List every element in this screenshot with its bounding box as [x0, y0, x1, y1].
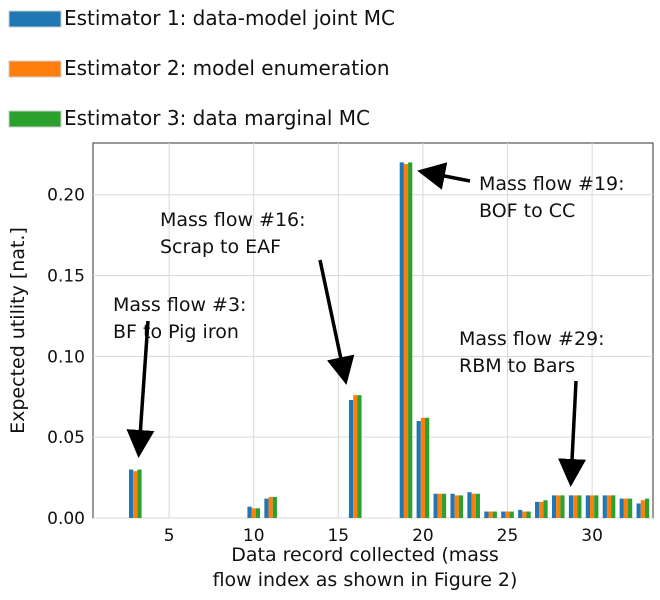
bar-series-2	[471, 493, 476, 518]
bar-series-1	[433, 493, 438, 518]
x-tick-label: 5	[164, 526, 175, 546]
legend-swatch-2	[8, 60, 62, 78]
bar-series-1	[551, 495, 557, 518]
y-tick-label: 0.15	[47, 267, 85, 287]
y-axis-ticks: 0.00 0.05 0.10 0.15 0.20	[47, 186, 85, 529]
y-tick-label: 0.20	[47, 186, 85, 206]
x-axis-ticks: 5 10 15 20 25 30	[164, 526, 603, 546]
bar-series-1	[128, 469, 134, 518]
legend-label-2: Estimator 2: model enumeration	[64, 56, 390, 80]
bar-series-1	[247, 506, 252, 518]
bar-series-1	[518, 509, 523, 518]
bar-series-3	[492, 511, 497, 518]
bar-series-3	[425, 417, 430, 518]
bar-series-2	[420, 417, 426, 518]
annotation-text-4: Mass flow #29: RBM to Bars	[459, 328, 605, 377]
x-tick-label: 30	[581, 526, 603, 546]
bar-series-1	[602, 495, 607, 518]
legend-label-3: Estimator 3: data marginal MC	[64, 106, 370, 130]
bar-series-3	[543, 500, 548, 518]
bar-series-3	[441, 493, 447, 518]
annotation-arrow-2	[318, 259, 355, 385]
bar-series-2	[454, 495, 459, 518]
bar-series-3	[526, 511, 531, 518]
legend: Estimator 1: data-model joint MC Estimato…	[8, 6, 395, 130]
bar-series-2	[623, 498, 629, 518]
x-tick-label: 25	[497, 526, 519, 546]
bar-series-3	[594, 495, 599, 518]
bar-series-1	[636, 503, 641, 518]
bar-series-3	[272, 496, 277, 518]
y-tick-label: 0.10	[47, 347, 85, 367]
bar-series-3	[577, 495, 582, 518]
bar-series-2	[606, 495, 612, 518]
bar-series-1	[467, 492, 472, 518]
bar-series-3	[560, 495, 565, 518]
bar-series-1	[501, 511, 506, 518]
bar-series-3	[137, 469, 142, 518]
bar-series-1	[535, 501, 540, 518]
legend-label-1: Estimator 1: data-model joint MC	[64, 6, 395, 30]
x-tick-label: 15	[327, 526, 349, 546]
bar-series-2	[640, 500, 645, 518]
bar-series-3	[357, 395, 362, 518]
bar-series-1	[416, 421, 421, 518]
bar-series-2	[505, 511, 510, 518]
bar-series-1	[619, 498, 624, 518]
bar-series-3	[628, 498, 633, 518]
bar-series-1	[484, 511, 489, 518]
bar-series-2	[539, 501, 544, 518]
y-tick-label: 0.05	[47, 428, 85, 448]
bar-series-3	[475, 493, 480, 518]
x-axis-label: Data record collected (mass flow index as…	[213, 544, 518, 591]
bar-series-2	[353, 395, 358, 518]
bar-series-1	[450, 493, 455, 518]
legend-swatch-3	[8, 110, 62, 128]
bar-series-1	[348, 400, 354, 518]
bar-series-2	[573, 495, 578, 518]
bars	[128, 162, 650, 518]
y-tick-label: 0.00	[47, 509, 85, 529]
bar-series-2	[133, 471, 138, 518]
bar-series-1	[264, 498, 269, 518]
bar-series-1	[399, 162, 404, 518]
bar-series-3	[458, 495, 464, 518]
annotation-text-3: Mass flow #19: BOF to CC	[479, 173, 625, 222]
annotations: Mass flow #3: BF to Pig iron Mass flow #16…	[113, 162, 625, 487]
legend-swatch-1	[8, 10, 62, 28]
annotation-text-2: Mass flow #16: Scrap to EAF	[160, 209, 306, 258]
bar-series-2	[268, 496, 273, 518]
x-tick-label: 20	[412, 526, 434, 546]
bar-series-3	[255, 508, 261, 518]
bar-series-2	[251, 508, 256, 518]
bar-series-3	[408, 162, 413, 518]
annotation-arrow-4	[558, 380, 587, 487]
bar-series-3	[644, 498, 650, 518]
bar-series-1	[568, 495, 574, 518]
bar-series-2	[488, 511, 493, 518]
x-tick-label: 10	[243, 526, 265, 546]
bar-series-3	[509, 511, 514, 518]
bar-series-2	[589, 495, 595, 518]
bar-series-3	[611, 495, 616, 518]
annotation-arrow-1	[126, 320, 155, 458]
bar-series-2	[437, 493, 442, 518]
bar-series-2	[403, 164, 409, 518]
y-axis-label: Expected utility [nat.]	[7, 227, 29, 434]
bar-series-2	[556, 495, 561, 518]
bar-series-1	[585, 495, 590, 518]
annotation-text-1: Mass flow #3: BF to Pig iron	[113, 294, 246, 343]
bar-series-2	[522, 511, 527, 518]
annotation-arrow-3	[417, 162, 471, 190]
